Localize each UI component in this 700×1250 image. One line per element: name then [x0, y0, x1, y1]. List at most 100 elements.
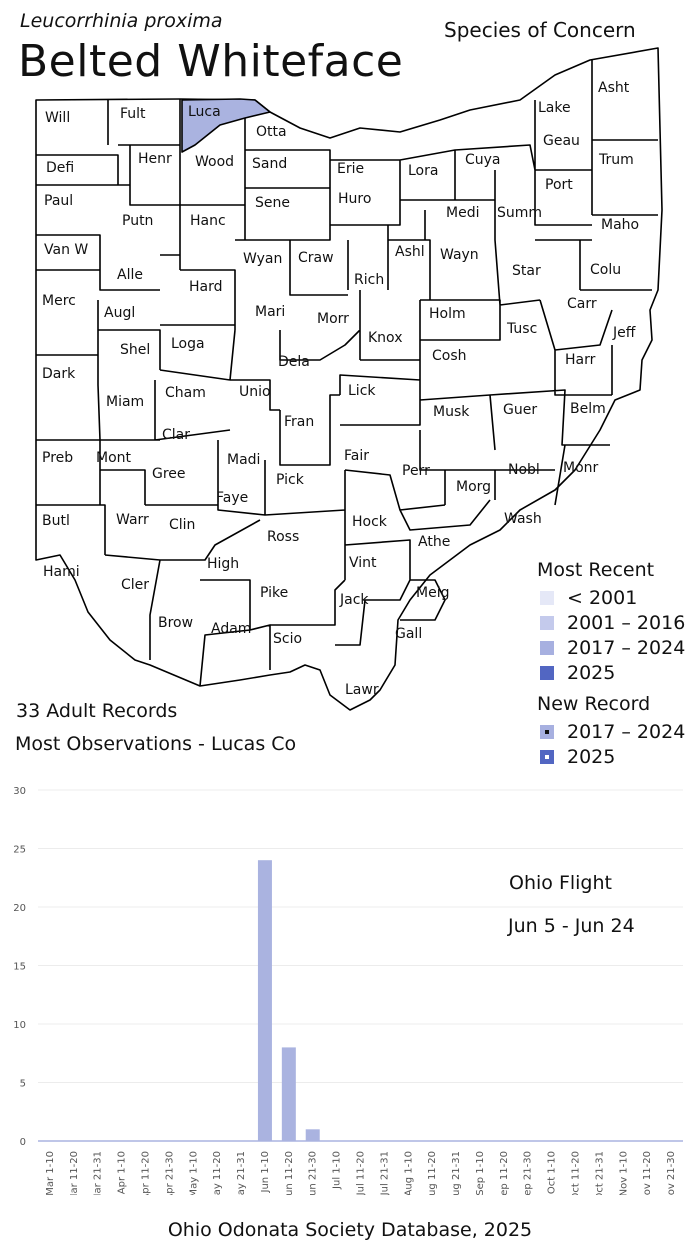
legend-new-record-label: 2025: [567, 745, 616, 768]
county-label-monr: Monr: [563, 460, 599, 476]
county-label-mari: Mari: [255, 304, 285, 320]
county-label-cosh: Cosh: [432, 348, 467, 364]
legend-new-record-swatch: [540, 724, 554, 739]
county-label-gall: Gall: [395, 626, 422, 642]
county-label-hard: Hard: [189, 279, 223, 295]
county-label-sand: Sand: [252, 156, 287, 172]
county-label-wash: Wash: [504, 511, 542, 527]
x-tick-label: Nov 21-30: [666, 1151, 677, 1195]
county-label-faye: Faye: [216, 490, 248, 506]
legend-most-recent-label: 2017 – 2024: [567, 636, 686, 659]
record-count: 33 Adult Records: [16, 700, 178, 722]
county-label-hock: Hock: [352, 514, 388, 530]
x-tick-label: Oct 21-31: [594, 1151, 605, 1195]
legend-most-recent-item: 2025: [537, 660, 685, 685]
legend-most-recent-swatch: [540, 615, 554, 630]
county-label-meig: Meig: [416, 585, 449, 601]
x-tick-label: Oct 1-10: [547, 1151, 558, 1194]
county-label-clin: Clin: [169, 517, 195, 533]
legend-most-recent-title: Most Recent: [537, 559, 655, 581]
legend-new-record-item: 2017 – 2024: [537, 719, 685, 744]
county-label-geau: Geau: [543, 133, 580, 149]
legend-new-record-swatch: [540, 749, 554, 764]
county-label-musk: Musk: [433, 404, 470, 420]
county-label-adam: Adam: [211, 621, 251, 637]
county-label-lora: Lora: [408, 163, 438, 179]
county-label-hami: Hami: [43, 564, 80, 580]
x-tick-label: Jul 21-31: [379, 1151, 390, 1195]
county-label-morr: Morr: [317, 311, 349, 327]
flight-title: Ohio Flight: [509, 872, 612, 894]
x-tick-label: Nov 1-10: [618, 1151, 629, 1195]
county-label-pick: Pick: [276, 472, 305, 488]
x-tick-label: Mar 1-10: [45, 1151, 56, 1195]
y-tick-label: 10: [13, 1020, 26, 1031]
x-tick-label: Aug 21-31: [451, 1151, 462, 1195]
county-labels: Will Fult Luca Otta Defi Henr Wood Sand Erie Lora…: [42, 80, 639, 698]
county-label-carr: Carr: [567, 296, 597, 312]
county-label-wayn: Wayn: [440, 247, 479, 263]
x-tick-label: Nov 11-20: [642, 1151, 653, 1195]
x-tick-label: Apr 11-20: [141, 1151, 152, 1195]
county-label-otta: Otta: [256, 124, 287, 140]
county-label-athe: Athe: [418, 534, 450, 550]
county-label-miam: Miam: [106, 394, 144, 410]
scientific-name: Leucorrhinia proxima: [20, 10, 223, 32]
legend-new-record-item: 2025: [537, 744, 685, 769]
county-label-ross: Ross: [267, 529, 299, 545]
common-name-title: Belted Whiteface: [18, 36, 404, 87]
county-label-guer: Guer: [503, 402, 537, 418]
county-label-asht: Asht: [598, 80, 630, 96]
state-outline: [35, 47, 663, 711]
county-label-belm: Belm: [570, 401, 606, 417]
x-tick-label: Sep 11-20: [499, 1151, 510, 1195]
y-tick-label: 25: [13, 845, 26, 856]
county-label-high: High: [207, 556, 239, 572]
county-label-dela: Dela: [278, 354, 310, 370]
county-label-augl: Augl: [104, 305, 135, 321]
county-label-maho: Maho: [601, 217, 639, 233]
x-tick-label: Sep 21-30: [523, 1151, 534, 1195]
legend-most-recent-swatch: [540, 590, 554, 605]
county-label-wyan: Wyan: [243, 251, 282, 267]
most-observations: Most Observations - Lucas Co: [15, 733, 297, 755]
county-label-vint: Vint: [349, 555, 377, 571]
y-tick-label: 0: [20, 1137, 26, 1148]
county-label-sene: Sene: [255, 195, 290, 211]
flight-dates: Jun 5 - Jun 24: [508, 915, 635, 937]
x-tick-label: Oct 11-20: [571, 1151, 582, 1195]
county-label-cuya: Cuya: [465, 152, 501, 168]
legend-most-recent-label: 2001 – 2016: [567, 611, 686, 634]
flight-period-chart: 0 5 10 15 20 25 30 Mar 1-10 Mar 11-20 Mar 21-31 Ap…: [13, 786, 683, 1195]
county-label-knox: Knox: [368, 330, 402, 346]
legend-new-record-title: New Record: [537, 693, 651, 715]
county-label-jack: Jack: [339, 592, 369, 608]
county-label-huro: Huro: [338, 191, 371, 207]
county-label-gree: Gree: [152, 466, 186, 482]
county-luca-shape: [181, 98, 271, 153]
bar-jun-1-10: [257, 860, 272, 1141]
county-label-summ: Summ: [497, 205, 542, 221]
county-label-brow: Brow: [158, 615, 193, 631]
county-label-lawr: Lawr: [345, 682, 379, 698]
legend-most-recent-swatch: [540, 665, 554, 680]
county-label-colu: Colu: [590, 262, 621, 278]
county-label-putn: Putn: [122, 213, 153, 229]
county-label-will: Will: [45, 110, 70, 126]
bar-jun-11-20: [281, 1047, 296, 1141]
x-tick-label: May 1-10: [188, 1151, 199, 1195]
county-label-butl: Butl: [42, 513, 70, 529]
county-label-erie: Erie: [337, 161, 364, 177]
x-tick-label: Jul 11-20: [356, 1151, 367, 1195]
legend-most-recent-item: 2001 – 2016: [537, 610, 685, 635]
county-label-paul: Paul: [44, 193, 73, 209]
county-label-lick: Lick: [348, 383, 376, 399]
county-label-perr: Perr: [402, 463, 430, 479]
county-label-van-w: Van W: [44, 242, 88, 258]
bar-jun-21-30: [305, 1129, 320, 1141]
x-tick-label: Aug 1-10: [403, 1151, 414, 1195]
county-label-dark: Dark: [42, 366, 76, 382]
y-tick-label: 20: [13, 903, 26, 914]
legend-new-record-list: 2017 – 2024 2025: [537, 719, 685, 769]
county-label-mont: Mont: [96, 450, 132, 466]
